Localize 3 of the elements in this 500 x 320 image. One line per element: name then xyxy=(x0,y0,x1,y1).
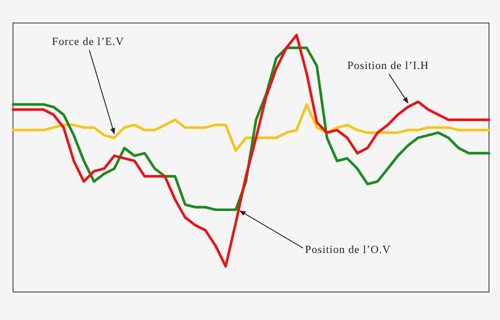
annotation: Force de l’E.V xyxy=(52,36,124,48)
annotation: Position de l’O.V xyxy=(305,244,391,256)
annotation: Position de l’I.H xyxy=(347,60,429,72)
